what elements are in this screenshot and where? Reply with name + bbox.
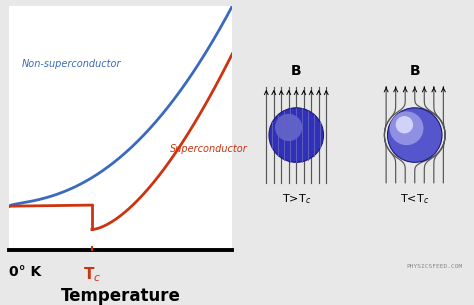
Text: T<T$_c$: T<T$_c$ [400,192,429,206]
Circle shape [396,116,413,133]
Text: B: B [291,64,301,78]
Text: T>T$_c$: T>T$_c$ [282,192,311,206]
Text: Superconductor: Superconductor [170,145,247,155]
Text: Temperature: Temperature [61,287,181,305]
Text: 0° K: 0° K [9,265,42,279]
Circle shape [387,108,442,162]
Text: Non-superconductor: Non-superconductor [22,59,122,69]
Text: PHYSICSFEED.COM: PHYSICSFEED.COM [406,264,462,269]
Circle shape [275,114,302,141]
Text: B: B [410,64,420,78]
Circle shape [269,108,323,162]
Circle shape [390,111,423,145]
Text: T$_c$: T$_c$ [83,265,101,284]
